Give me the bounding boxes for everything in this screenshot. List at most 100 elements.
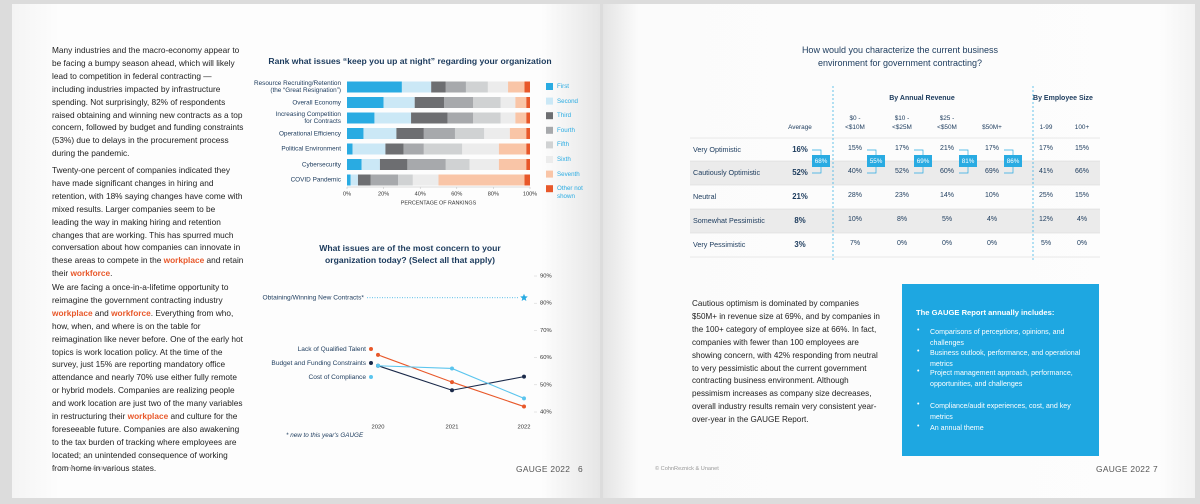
legend-label: Second <box>557 97 578 105</box>
legend-swatch <box>546 170 553 178</box>
legend-label: Fifth <box>557 141 570 149</box>
bracket <box>1004 149 1014 155</box>
list-item: Compliance/audit experiences, cost, and … <box>930 402 1071 421</box>
table-cell: 25% <box>1038 192 1053 199</box>
table-cell: 66% <box>1074 168 1089 175</box>
table-cell: 69% <box>984 168 999 175</box>
table-cell: 0% <box>986 240 998 247</box>
bar-segment <box>379 159 408 170</box>
text-run: . <box>110 268 113 279</box>
bar-segment <box>526 112 530 124</box>
column-header: $25 - <$50M <box>937 115 957 131</box>
table-cell: 3% <box>794 240 806 249</box>
legend-swatch <box>546 112 553 120</box>
highlight: workplace <box>163 255 205 266</box>
bar-segment <box>454 128 485 139</box>
row-band <box>690 209 1100 233</box>
bracket <box>959 149 969 155</box>
bracket <box>867 167 877 174</box>
table-cell: 5% <box>1040 240 1052 247</box>
table-cell: 10% <box>847 216 862 223</box>
page-number: 7 <box>1153 464 1158 474</box>
table-cell: 4% <box>1076 216 1088 223</box>
bar-segment <box>508 81 525 93</box>
column-header: 100+ <box>1074 123 1090 131</box>
copyright: © CohnReznick & Unanet <box>655 466 719 472</box>
bar-segment <box>396 128 424 139</box>
bracket <box>867 149 877 155</box>
data-point <box>522 374 526 379</box>
table-cell: 17% <box>894 145 909 152</box>
combined-label: 69% <box>917 158 930 165</box>
copyright: © CohnReznick & Unanet <box>52 466 116 472</box>
table-cell: 52% <box>792 168 808 177</box>
bar-segment <box>524 174 530 186</box>
row-band <box>690 161 1100 185</box>
bracket <box>812 149 822 155</box>
table-cell: 16% <box>792 145 808 154</box>
bar-segment <box>357 174 371 186</box>
bar-segment <box>515 112 527 124</box>
bar-segment <box>465 81 488 93</box>
x-tick-label: 20% <box>378 191 389 197</box>
text-run: and culture for the foreseeable future. … <box>52 411 240 473</box>
category-label: Resource Recruiting/Retention (the “Grea… <box>253 80 341 94</box>
bar-segment <box>438 174 525 186</box>
combined-label: 68% <box>815 158 828 165</box>
combined-label: 86% <box>1007 158 1020 165</box>
row-label: Somewhat Pessimistic <box>693 216 765 225</box>
page-number: 6 <box>578 464 583 474</box>
legend-label: Third <box>557 112 572 120</box>
bracket <box>1004 167 1014 174</box>
x-tick-label: 40% <box>415 191 426 197</box>
category-label: COVID Pandemic <box>290 176 341 184</box>
bar-segment <box>515 97 527 108</box>
table-cell: 0% <box>941 240 953 247</box>
list-item: An annual theme <box>930 424 984 432</box>
bar-segment <box>401 81 432 93</box>
brand: GAUGE 2022 <box>1096 464 1151 474</box>
legend-swatch <box>546 141 553 149</box>
bar-segment <box>469 159 499 170</box>
column-header: $10 - <$25M <box>892 115 912 131</box>
y-tick-label: 90% <box>540 274 552 280</box>
table-cell: 15% <box>1074 145 1089 152</box>
combined-label: 81% <box>962 158 975 165</box>
x-tick-label: 2022 <box>518 425 531 431</box>
highlight: workforce <box>70 268 111 279</box>
bar-segment <box>526 97 530 108</box>
data-point <box>520 293 528 301</box>
table-cell: 23% <box>894 192 909 199</box>
bar-segment <box>445 81 466 93</box>
row-label: Neutral <box>693 192 717 201</box>
box-title: The GAUGE Report annually includes: <box>916 308 1055 317</box>
table-cell: 14% <box>939 192 954 199</box>
bar-segment <box>431 81 446 93</box>
table-cell: 21% <box>939 145 954 152</box>
category-label: Political Environment <box>281 145 341 153</box>
legend-label: Lack of Qualified Talent <box>298 346 367 353</box>
bar-segment <box>347 159 362 170</box>
paragraph: Many industries and the macro-economy ap… <box>52 44 244 160</box>
bar-segment <box>352 143 386 155</box>
data-point <box>376 352 380 357</box>
legend-dot <box>369 347 373 351</box>
text-run: Many industries and the macro-economy ap… <box>52 45 244 159</box>
legend-label: Seventh <box>557 170 580 178</box>
bar-segment <box>347 174 351 186</box>
y-tick-label: 80% <box>540 301 552 307</box>
bar-segment <box>412 174 439 186</box>
bar-segment <box>500 112 516 124</box>
bar-segment <box>524 81 530 93</box>
category-label: Cybersecurity <box>301 161 341 168</box>
table-cell: 10% <box>984 192 999 199</box>
data-point <box>522 404 526 409</box>
combined-badge <box>959 155 977 167</box>
text-run: and <box>92 307 112 318</box>
bar-segment <box>350 174 358 186</box>
bullet: • <box>917 423 920 430</box>
bar-segment <box>498 143 527 155</box>
column-header: 1-99 <box>1039 123 1053 131</box>
bar-segment <box>445 159 470 170</box>
data-point <box>450 366 454 371</box>
